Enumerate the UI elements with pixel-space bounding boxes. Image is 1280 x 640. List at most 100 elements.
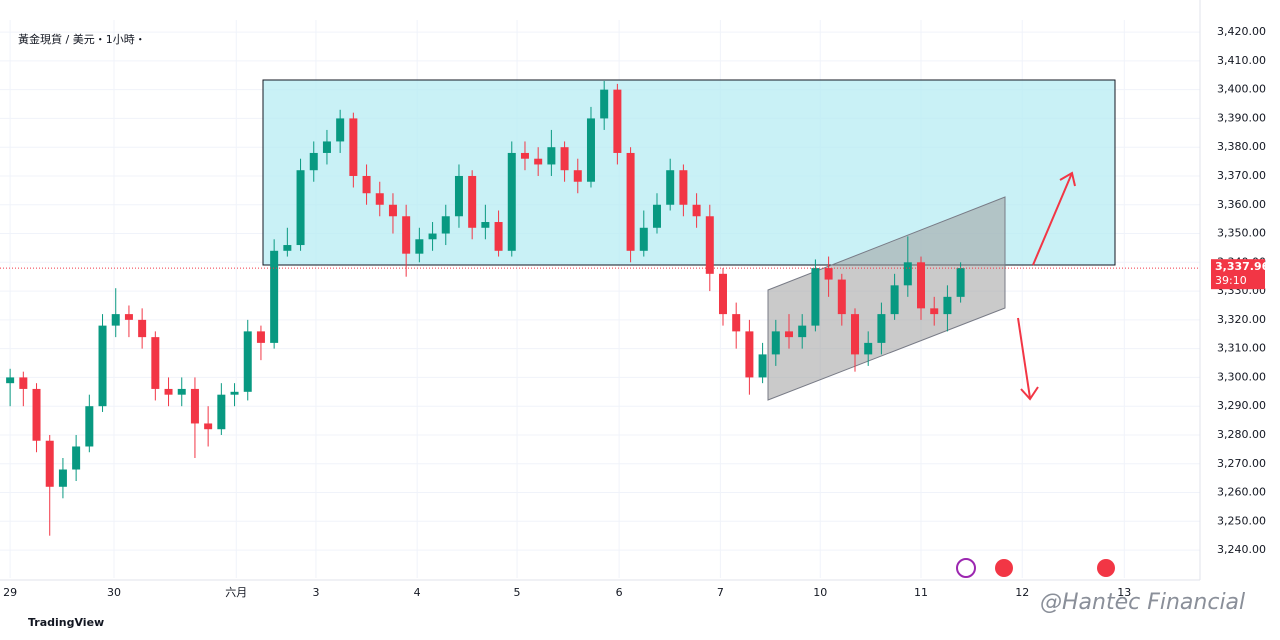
candle-body bbox=[468, 175, 477, 228]
candle-body bbox=[758, 354, 767, 378]
candle-body bbox=[890, 285, 899, 315]
candle-body bbox=[111, 314, 120, 326]
x-tick-label: 29 bbox=[3, 586, 17, 599]
event-icon[interactable] bbox=[995, 559, 1013, 577]
x-tick-label: 3 bbox=[312, 586, 319, 599]
candle-body bbox=[230, 391, 239, 395]
candle-body bbox=[164, 388, 173, 395]
candle-body bbox=[877, 314, 886, 343]
chart-title: 黃金現貨 / 美元・1小時・ bbox=[18, 32, 146, 46]
candle-body bbox=[705, 216, 714, 274]
x-tick-label: 10 bbox=[813, 586, 827, 599]
candle-body bbox=[256, 331, 265, 343]
last-price-label: 3,337.96 bbox=[1215, 260, 1270, 273]
arrows bbox=[1017, 171, 1076, 401]
candle-body bbox=[613, 89, 622, 153]
event-icon[interactable] bbox=[1097, 559, 1115, 577]
y-tick-label: 3,380.00 bbox=[1217, 140, 1266, 153]
candle-body bbox=[930, 308, 939, 315]
y-tick-label: 3,360.00 bbox=[1217, 198, 1266, 211]
candle-body bbox=[190, 388, 199, 424]
candle-body bbox=[6, 377, 15, 384]
candle-body bbox=[851, 314, 860, 355]
candle-body bbox=[32, 388, 41, 441]
candle-body bbox=[270, 250, 279, 343]
y-tick-label: 3,350.00 bbox=[1217, 227, 1266, 240]
y-tick-label: 3,370.00 bbox=[1217, 169, 1266, 182]
y-tick-label: 3,390.00 bbox=[1217, 111, 1266, 124]
candle-body bbox=[586, 118, 595, 182]
candle-body bbox=[943, 296, 952, 315]
candle-body bbox=[864, 342, 873, 355]
candle-body bbox=[560, 147, 569, 171]
y-tick-label: 3,280.00 bbox=[1217, 428, 1266, 441]
candle-body bbox=[732, 314, 741, 332]
x-tick-label: 6 bbox=[616, 586, 623, 599]
y-tick-label: 3,290.00 bbox=[1217, 399, 1266, 412]
candle-body bbox=[85, 406, 94, 447]
x-tick-label: 13 bbox=[1117, 586, 1131, 599]
x-tick-label: 12 bbox=[1015, 586, 1029, 599]
candle-body bbox=[204, 423, 213, 430]
candle-body bbox=[718, 273, 727, 315]
candle-body bbox=[573, 170, 582, 182]
candle-body bbox=[98, 325, 107, 407]
candle-body bbox=[481, 222, 490, 228]
y-tick-label: 3,420.00 bbox=[1217, 25, 1266, 38]
candle-body bbox=[454, 175, 463, 217]
x-tick-label: 5 bbox=[514, 586, 521, 599]
y-tick-label: 3,400.00 bbox=[1217, 83, 1266, 96]
y-tick-label: 3,320.00 bbox=[1217, 313, 1266, 326]
candle-body bbox=[811, 268, 820, 326]
candle-body bbox=[507, 152, 516, 251]
y-tick-label: 3,310.00 bbox=[1217, 342, 1266, 355]
candle-body bbox=[520, 152, 529, 159]
y-tick-label: 3,250.00 bbox=[1217, 514, 1266, 527]
last-price-tag bbox=[1211, 259, 1265, 290]
candle-body bbox=[494, 222, 503, 251]
candle-body bbox=[903, 262, 912, 286]
candle-body bbox=[72, 446, 81, 470]
candle-body bbox=[956, 268, 965, 297]
candle-body bbox=[600, 89, 609, 119]
candle-body bbox=[666, 170, 675, 205]
candle-body bbox=[283, 245, 292, 251]
candle-body bbox=[322, 141, 331, 153]
event-icon[interactable] bbox=[956, 558, 976, 578]
brand: TradingView bbox=[28, 616, 104, 629]
candle-body bbox=[639, 227, 648, 251]
watermark: @Hantec Financial bbox=[1040, 590, 1245, 615]
y-tick-label: 3,270.00 bbox=[1217, 457, 1266, 470]
y-tick-label: 3,410.00 bbox=[1217, 54, 1266, 67]
candle-body bbox=[151, 337, 160, 389]
candle-body bbox=[402, 216, 411, 254]
candle-body bbox=[652, 204, 661, 228]
candle-body bbox=[415, 239, 424, 254]
candle-body bbox=[243, 331, 252, 392]
candle-body bbox=[45, 440, 54, 487]
x-tick-label: 11 bbox=[914, 586, 928, 599]
candle-body bbox=[745, 331, 754, 378]
candle-body bbox=[824, 268, 833, 280]
x-tick-label: 六月 bbox=[225, 586, 247, 599]
y-tick-label: 3,300.00 bbox=[1217, 370, 1266, 383]
candle-body bbox=[124, 314, 133, 320]
rising-channel bbox=[767, 196, 1006, 401]
candle-body bbox=[362, 175, 371, 194]
x-tick-label: 7 bbox=[717, 586, 724, 599]
candle-body bbox=[309, 152, 318, 171]
y-tick-label: 3,240.00 bbox=[1217, 543, 1266, 556]
candle-body bbox=[441, 216, 450, 234]
candle-body bbox=[138, 319, 147, 338]
candle-body bbox=[58, 469, 67, 487]
candle-body bbox=[784, 331, 793, 338]
candle-body bbox=[19, 377, 28, 389]
candle-body bbox=[375, 193, 384, 205]
candle-body bbox=[428, 233, 437, 240]
candle-body bbox=[388, 204, 397, 217]
candle-body bbox=[177, 388, 186, 395]
candle-body bbox=[349, 118, 358, 176]
candle-body bbox=[917, 262, 926, 309]
candle-body bbox=[217, 394, 226, 430]
